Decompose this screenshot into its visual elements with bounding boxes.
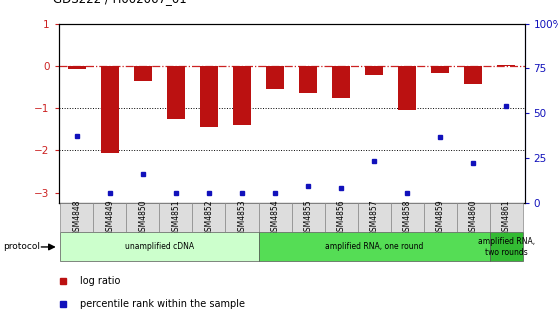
Text: GSM4855: GSM4855	[304, 199, 312, 236]
Text: GSM4854: GSM4854	[271, 199, 280, 236]
Text: GSM4848: GSM4848	[73, 199, 81, 236]
Bar	[299, 66, 317, 93]
Bar	[60, 233, 258, 261]
Bar	[464, 66, 482, 84]
Bar	[193, 203, 225, 232]
Bar	[68, 66, 86, 69]
Text: GDS222 / H002067_01: GDS222 / H002067_01	[53, 0, 187, 5]
Text: GSM4861: GSM4861	[502, 199, 511, 236]
Bar	[325, 203, 358, 232]
Bar	[160, 203, 193, 232]
Bar	[167, 66, 185, 119]
Bar	[490, 233, 523, 261]
Bar	[258, 233, 490, 261]
Bar	[291, 203, 325, 232]
Bar	[490, 203, 523, 232]
Text: GSM4852: GSM4852	[204, 199, 214, 236]
Bar	[431, 66, 449, 74]
Bar	[60, 203, 93, 232]
Bar	[134, 66, 152, 81]
Bar	[391, 203, 424, 232]
Bar	[497, 65, 516, 66]
Bar	[93, 203, 126, 232]
Text: GSM4860: GSM4860	[469, 199, 478, 236]
Text: GSM4858: GSM4858	[403, 199, 412, 236]
Text: GSM4857: GSM4857	[369, 199, 379, 236]
Text: GSM4849: GSM4849	[105, 199, 114, 236]
Bar	[398, 66, 416, 110]
Bar	[332, 66, 350, 97]
Text: GSM4856: GSM4856	[336, 199, 345, 236]
Bar	[358, 203, 391, 232]
Bar	[424, 203, 457, 232]
Bar	[101, 66, 119, 153]
Text: GSM4850: GSM4850	[138, 199, 147, 236]
Bar	[233, 66, 251, 125]
Text: GSM4851: GSM4851	[171, 199, 180, 236]
Bar	[457, 203, 490, 232]
Text: GSM4859: GSM4859	[436, 199, 445, 236]
Text: percentile rank within the sample: percentile rank within the sample	[80, 299, 244, 309]
Bar	[200, 66, 218, 127]
Text: amplified RNA,
two rounds: amplified RNA, two rounds	[478, 237, 535, 257]
Text: log ratio: log ratio	[80, 277, 120, 286]
Bar	[266, 66, 284, 89]
Bar	[365, 66, 383, 75]
Text: GSM4853: GSM4853	[238, 199, 247, 236]
Bar	[126, 203, 160, 232]
Text: protocol: protocol	[3, 243, 40, 251]
Text: amplified RNA, one round: amplified RNA, one round	[325, 243, 424, 251]
Bar	[225, 203, 258, 232]
Bar	[258, 203, 291, 232]
Text: unamplified cDNA: unamplified cDNA	[125, 243, 194, 251]
